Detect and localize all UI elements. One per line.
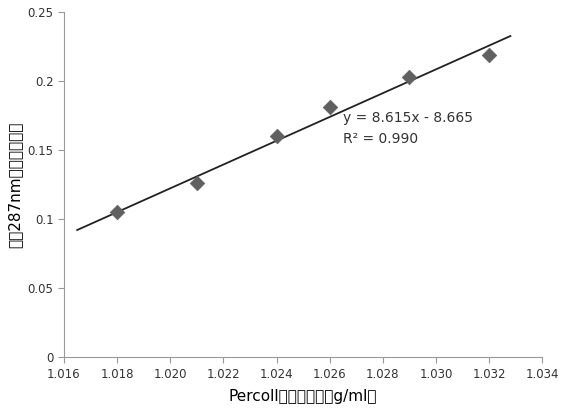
Point	[272, 133, 281, 140]
X-axis label: Percoll溶液的比重（g/ml）: Percoll溶液的比重（g/ml）	[229, 389, 378, 404]
Point	[113, 209, 122, 215]
Point	[405, 74, 414, 80]
Point	[192, 180, 201, 187]
Point	[325, 104, 334, 111]
Y-axis label: 波长287nm下的吸光度值: 波长287nm下的吸光度值	[7, 121, 22, 248]
Text: y = 8.615x - 8.665
R² = 0.990: y = 8.615x - 8.665 R² = 0.990	[343, 111, 473, 146]
Point	[484, 51, 494, 58]
